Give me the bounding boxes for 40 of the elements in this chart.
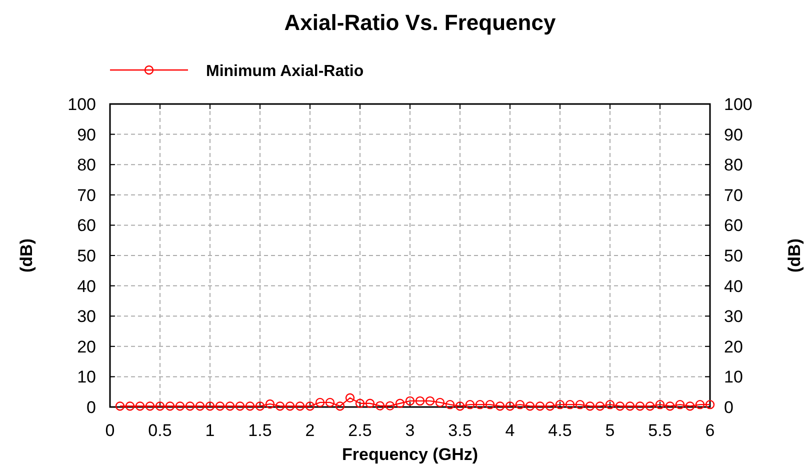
x-tick-label: 3	[405, 421, 415, 440]
x-tick-label: 5	[605, 421, 615, 440]
x-tick-label: 1.5	[248, 421, 272, 440]
chart-title: Axial-Ratio Vs. Frequency	[284, 10, 556, 35]
y2-tick-label: 0	[724, 398, 734, 417]
x-tick-label: 5.5	[648, 421, 672, 440]
y-tick-label: 30	[77, 307, 96, 326]
x-tick-label: 1	[205, 421, 215, 440]
y2-tick-label: 50	[724, 246, 743, 266]
y-tick-label: 60	[77, 216, 96, 236]
y-tick-label: 10	[77, 368, 96, 387]
legend-label: Minimum Axial-Ratio	[206, 63, 364, 80]
y-tick-label: 100	[68, 95, 96, 114]
y2-tick-label: 10	[724, 368, 743, 387]
y2-tick-label: 20	[724, 337, 743, 356]
y-axis-title: (dB)	[17, 238, 36, 272]
y2-tick-label: 30	[724, 307, 743, 326]
y-tick-label: 40	[77, 276, 96, 296]
y2-tick-label: 70	[724, 186, 743, 205]
x-tick-label: 4.5	[548, 421, 572, 440]
x-tick-label: 3.5	[448, 421, 472, 440]
y-tick-label: 90	[77, 125, 96, 144]
x-tick-label: 0	[105, 421, 115, 440]
y-tick-label: 0	[86, 398, 96, 417]
x-tick-label: 6	[705, 421, 715, 440]
x-tick-label: 0.5	[148, 421, 172, 440]
y2-tick-label: 80	[724, 156, 743, 175]
y-tick-label: 80	[77, 156, 96, 175]
x-tick-label: 2.5	[348, 421, 372, 440]
y-tick-label: 50	[77, 246, 96, 266]
y2-tick-label: 40	[724, 276, 743, 296]
y-tick-label: 70	[77, 186, 96, 205]
x-tick-label: 2	[305, 421, 315, 440]
y2-tick-label: 60	[724, 216, 743, 236]
y2-axis-title: (dB)	[785, 238, 804, 272]
y-tick-label: 20	[77, 337, 96, 356]
y2-tick-label: 90	[724, 125, 743, 144]
x-axis-title: Frequency (GHz)	[342, 445, 478, 464]
x-tick-label: 4	[505, 421, 515, 440]
y2-tick-label: 100	[724, 95, 752, 114]
